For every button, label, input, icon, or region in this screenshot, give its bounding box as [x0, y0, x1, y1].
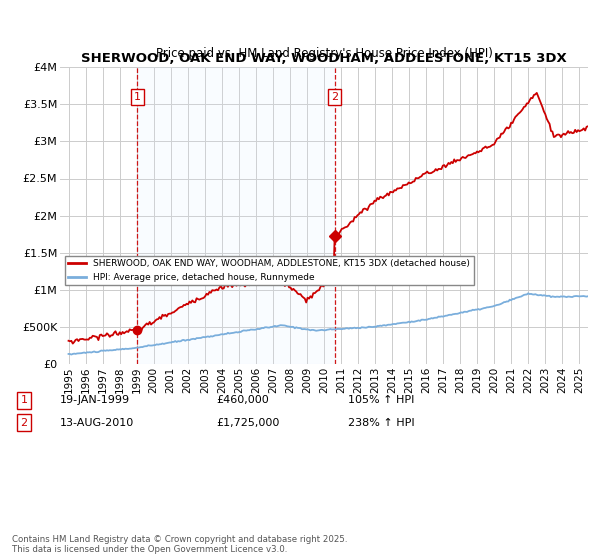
Text: Contains HM Land Registry data © Crown copyright and database right 2025.
This d: Contains HM Land Registry data © Crown c…: [12, 535, 347, 554]
Text: 1: 1: [134, 92, 141, 102]
Text: 105% ↑ HPI: 105% ↑ HPI: [348, 395, 415, 405]
Title: SHERWOOD, OAK END WAY, WOODHAM, ADDLESTONE, KT15 3DX: SHERWOOD, OAK END WAY, WOODHAM, ADDLESTO…: [81, 52, 567, 64]
Text: £460,000: £460,000: [216, 395, 269, 405]
Text: 2: 2: [331, 92, 338, 102]
Text: 238% ↑ HPI: 238% ↑ HPI: [348, 418, 415, 428]
Text: 1: 1: [20, 395, 28, 405]
Text: 19-JAN-1999: 19-JAN-1999: [60, 395, 130, 405]
Text: 13-AUG-2010: 13-AUG-2010: [60, 418, 134, 428]
Legend: SHERWOOD, OAK END WAY, WOODHAM, ADDLESTONE, KT15 3DX (detached house), HPI: Aver: SHERWOOD, OAK END WAY, WOODHAM, ADDLESTO…: [65, 256, 474, 286]
Text: 2: 2: [20, 418, 28, 428]
Bar: [137, 67, 335, 364]
Text: £1,725,000: £1,725,000: [216, 418, 280, 428]
Text: Price paid vs. HM Land Registry's House Price Index (HPI): Price paid vs. HM Land Registry's House …: [155, 46, 493, 60]
